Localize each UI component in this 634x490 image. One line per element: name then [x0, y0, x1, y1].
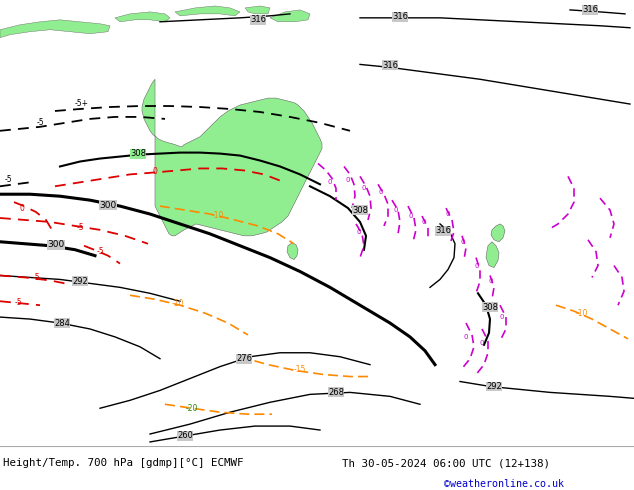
Text: -5: -5 [96, 247, 104, 256]
Text: 0: 0 [394, 207, 398, 213]
Text: -5: -5 [4, 175, 12, 184]
Text: 308: 308 [482, 303, 498, 312]
Text: ©weatheronline.co.uk: ©weatheronline.co.uk [444, 479, 564, 489]
Text: 292: 292 [486, 382, 502, 391]
Text: 0: 0 [463, 334, 469, 340]
Text: 0: 0 [475, 263, 479, 269]
Text: 0: 0 [480, 340, 484, 346]
Polygon shape [115, 12, 170, 22]
Text: 0: 0 [153, 167, 157, 176]
Text: 276: 276 [236, 354, 252, 363]
Polygon shape [486, 242, 499, 268]
Text: -10: -10 [576, 309, 588, 318]
Text: -5+: -5+ [75, 99, 89, 108]
Text: 0: 0 [362, 185, 366, 191]
Text: 0: 0 [378, 189, 383, 195]
Text: 316: 316 [392, 12, 408, 22]
Text: -5: -5 [36, 118, 44, 127]
Text: 316: 316 [250, 15, 266, 24]
Polygon shape [491, 224, 505, 242]
Text: -20: -20 [186, 404, 198, 413]
Text: 260: 260 [177, 432, 193, 441]
Text: 316: 316 [435, 226, 451, 235]
Text: 0: 0 [446, 211, 450, 217]
Text: -15: -15 [294, 365, 306, 374]
Text: 284: 284 [54, 318, 70, 327]
Polygon shape [0, 20, 110, 38]
Polygon shape [270, 10, 310, 22]
Text: 0: 0 [346, 177, 350, 183]
Polygon shape [142, 79, 322, 236]
Text: 292: 292 [72, 277, 88, 286]
Text: -5: -5 [76, 223, 84, 232]
Text: 300: 300 [48, 240, 65, 249]
Text: 0: 0 [20, 203, 25, 213]
Text: -5: -5 [14, 298, 22, 307]
Text: 0: 0 [489, 278, 493, 284]
Text: 300: 300 [100, 200, 117, 210]
Text: -10: -10 [172, 299, 184, 308]
Text: 0: 0 [500, 314, 504, 320]
Text: 0: 0 [422, 219, 426, 225]
Polygon shape [175, 6, 240, 16]
Polygon shape [245, 6, 270, 14]
Text: 0: 0 [328, 179, 332, 185]
Text: 316: 316 [582, 5, 598, 14]
Text: 316: 316 [382, 61, 398, 70]
Text: 0: 0 [357, 229, 361, 235]
Polygon shape [287, 243, 298, 260]
Text: 0: 0 [461, 239, 465, 245]
Text: 0: 0 [409, 213, 413, 219]
Text: Height/Temp. 700 hPa [gdmp][°C] ECMWF: Height/Temp. 700 hPa [gdmp][°C] ECMWF [3, 458, 243, 468]
Text: -10: -10 [212, 211, 224, 220]
Text: 268: 268 [328, 388, 344, 397]
Text: -5: -5 [32, 273, 40, 282]
Text: 308: 308 [130, 149, 146, 158]
Text: 308: 308 [352, 206, 368, 215]
Text: Th 30-05-2024 06:00 UTC (12+138): Th 30-05-2024 06:00 UTC (12+138) [342, 458, 550, 468]
